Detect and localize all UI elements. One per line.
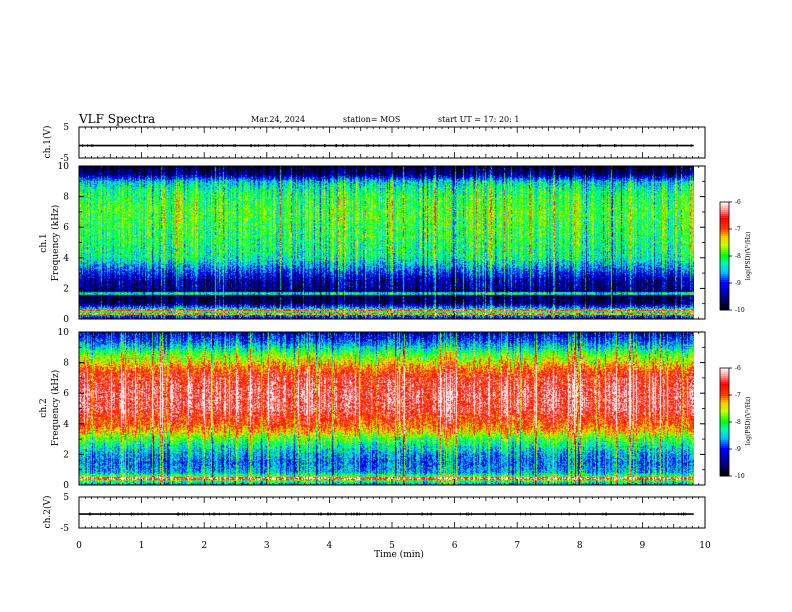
- ch2-colorbar-ticks: -6 -7 -8 -9 -10: [729, 365, 745, 480]
- ch1-colorbar-ticks: -6 -7 -8 -9 -10: [729, 199, 745, 314]
- colorbar-tick-label: -8: [735, 253, 741, 260]
- ch2-waveform-plot: [79, 512, 694, 516]
- time-tick-label: 9: [640, 541, 646, 551]
- time-tick-label: 2: [201, 541, 207, 551]
- figure-title: VLF Spectra: [78, 112, 155, 126]
- spectrogram-image: [79, 166, 694, 319]
- ytick-label: 10: [58, 162, 70, 172]
- ch1-spectrogram-ylabel-channel: ch.1: [39, 233, 49, 252]
- ch2-spectrogram-ylabel: Frequency (kHz): [50, 370, 61, 447]
- time-tick-label: 4: [327, 541, 333, 551]
- time-tick-label: 0: [76, 541, 82, 551]
- ch1-waveform-ylabel: ch.1(V): [42, 126, 53, 159]
- colorbar-tick-label: -8: [735, 419, 741, 426]
- time-tick-label: 6: [452, 541, 458, 551]
- time-axis-ticks: [78, 127, 706, 528]
- ch1-spectrogram-ylabel: Frequency (kHz): [50, 205, 61, 282]
- colorbar-tick-label: -9: [735, 280, 741, 287]
- ch1-spectrogram-panel: ch.1 Frequency (kHz) 0 2 4 6 8 10: [39, 162, 706, 325]
- station-label: station= MOS: [343, 115, 400, 124]
- ch1-ytick-bottom: -5: [60, 154, 69, 164]
- start-time-label: start UT = 17: 20: 1: [438, 115, 519, 124]
- colorbar-tick-label: -10: [735, 307, 745, 314]
- ytick-label: 4: [63, 254, 69, 264]
- ch2-spectrogram-ylabel-channel: ch.2: [39, 398, 49, 417]
- ytick-label: 8: [63, 193, 69, 203]
- ytick-label: 2: [63, 284, 69, 294]
- ytick-label: 4: [63, 420, 69, 430]
- ch1-colorbar-label: log(PSD)(V²/Hz): [745, 232, 752, 281]
- colorbar-tick-label: -10: [735, 473, 745, 480]
- ytick-label: 10: [58, 328, 70, 338]
- ch2-spectrogram-panel: ch.2 Frequency (kHz) 0 2 4 6 8 10: [39, 328, 706, 491]
- ch2-colorbar-label: log(PSD)(V²/Hz): [745, 397, 752, 446]
- ch1-spectrogram-yticks: 0 2 4 6 8 10: [58, 162, 705, 325]
- time-axis-labels: 0 1 2 3 4 5 6 7 8 9 10: [76, 541, 711, 551]
- ch2-waveform-ylabel: ch.2(V): [42, 496, 53, 529]
- colorbar-tick-label: -6: [735, 199, 741, 206]
- ch2-colorbar-gradient: [720, 368, 729, 477]
- ytick-label: 6: [63, 389, 69, 399]
- ch2-colorbar: -6 -7 -8 -9 -10 log(PSD)(V²/Hz): [719, 365, 752, 480]
- colorbar-tick-label: -6: [735, 365, 741, 372]
- colorbar-tick-label: -7: [735, 392, 741, 399]
- colorbar-tick-label: -7: [735, 226, 741, 233]
- ch1-ytick-top: 5: [63, 123, 69, 133]
- time-tick-label: 7: [514, 541, 520, 551]
- ytick-label: 6: [63, 223, 69, 233]
- colorbar-tick-label: -9: [735, 446, 741, 453]
- ch1-colorbar: -6 -7 -8 -9 -10 log(PSD)(V²/Hz): [719, 199, 752, 314]
- date-label: Mar.24, 2024: [251, 115, 305, 124]
- ytick-label: 2: [63, 450, 69, 460]
- ch2-spectrogram-plot: [79, 332, 694, 485]
- time-tick-label: 3: [264, 541, 270, 551]
- time-tick-label: 1: [139, 541, 145, 551]
- ch2-ytick-top: 5: [63, 493, 69, 503]
- time-tick-label: 5: [389, 541, 395, 551]
- ytick-label: 0: [63, 481, 69, 491]
- time-tick-label: 8: [577, 541, 583, 551]
- ch1-waveform-plot: [79, 144, 694, 148]
- time-axis-label: Time (min): [374, 549, 424, 560]
- ytick-label: 8: [63, 359, 69, 369]
- time-tick-label: 10: [699, 541, 711, 551]
- ytick-label: 0: [63, 315, 69, 325]
- ch2-ytick-bottom: -5: [60, 524, 69, 534]
- ch1-spectrogram-plot: [79, 166, 694, 319]
- spectrogram-image: [79, 332, 694, 485]
- ch1-colorbar-gradient: [720, 202, 729, 311]
- ch2-spectrogram-yticks: 0 2 4 6 8 10: [58, 328, 705, 491]
